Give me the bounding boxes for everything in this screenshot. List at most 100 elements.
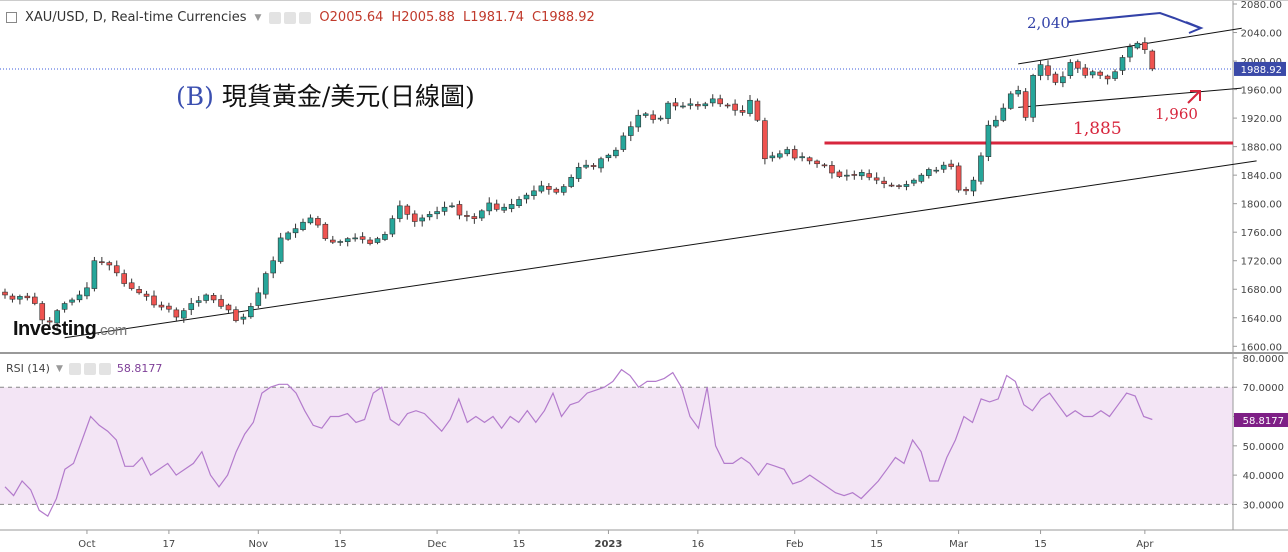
candle[interactable]	[650, 110, 656, 124]
candle[interactable]	[151, 290, 157, 308]
candle[interactable]	[136, 285, 142, 295]
candle[interactable]	[963, 186, 969, 195]
candle[interactable]	[955, 162, 962, 193]
candle[interactable]	[300, 218, 306, 232]
candle[interactable]	[1030, 73, 1036, 123]
candle[interactable]	[672, 97, 679, 111]
candles[interactable]	[2, 37, 1156, 329]
candle[interactable]	[531, 185, 537, 200]
candle[interactable]	[69, 297, 75, 306]
candle[interactable]	[590, 163, 597, 170]
candle[interactable]	[657, 115, 664, 122]
settings-icon[interactable]	[284, 11, 297, 24]
eye-icon[interactable]	[68, 362, 81, 375]
candle[interactable]	[769, 151, 776, 162]
candle[interactable]	[449, 202, 455, 209]
settings-icon[interactable]	[83, 362, 96, 375]
candle[interactable]	[91, 256, 98, 292]
candle[interactable]	[762, 117, 768, 165]
candle[interactable]	[858, 169, 865, 180]
candle[interactable]	[478, 209, 485, 222]
candle[interactable]	[605, 153, 612, 162]
candle[interactable]	[933, 166, 940, 174]
candle[interactable]	[1112, 69, 1118, 81]
candle[interactable]	[344, 237, 351, 247]
candle[interactable]	[799, 152, 805, 162]
candle[interactable]	[277, 232, 284, 264]
candle[interactable]	[17, 294, 23, 305]
candle[interactable]	[501, 203, 507, 214]
candle[interactable]	[1142, 37, 1148, 54]
candle[interactable]	[523, 192, 530, 204]
candle[interactable]	[888, 182, 895, 188]
candle[interactable]	[665, 101, 671, 124]
candle[interactable]	[903, 180, 910, 191]
candle[interactable]	[1127, 43, 1133, 63]
candle[interactable]	[24, 292, 31, 301]
candle[interactable]	[367, 237, 373, 246]
candle[interactable]	[814, 159, 820, 168]
candle[interactable]	[836, 169, 843, 179]
candle[interactable]	[1000, 103, 1007, 123]
candle[interactable]	[881, 176, 887, 189]
candle[interactable]	[315, 215, 321, 228]
candle[interactable]	[851, 170, 858, 180]
candle[interactable]	[1007, 91, 1014, 110]
candle[interactable]	[1060, 71, 1066, 88]
candle[interactable]	[121, 269, 127, 287]
channel-lower-line[interactable]	[1018, 87, 1242, 108]
close-icon[interactable]	[299, 11, 312, 24]
candle[interactable]	[784, 146, 791, 157]
candle[interactable]	[627, 121, 634, 142]
candle[interactable]	[382, 231, 388, 242]
collapse-square-icon[interactable]	[6, 12, 17, 23]
candle[interactable]	[54, 308, 60, 329]
candle[interactable]	[1045, 60, 1051, 81]
candle[interactable]	[225, 303, 232, 313]
candle[interactable]	[337, 239, 344, 246]
candle[interactable]	[739, 105, 746, 116]
candle[interactable]	[776, 150, 783, 160]
candle[interactable]	[493, 199, 500, 212]
candle[interactable]	[1089, 69, 1096, 79]
candle[interactable]	[39, 301, 46, 325]
candle[interactable]	[1015, 85, 1022, 97]
candle[interactable]	[948, 159, 954, 170]
candle[interactable]	[292, 223, 299, 238]
candle[interactable]	[419, 214, 426, 227]
candle[interactable]	[352, 233, 358, 242]
candle[interactable]	[1022, 88, 1029, 121]
candle[interactable]	[873, 172, 880, 185]
candle[interactable]	[918, 173, 925, 184]
candle[interactable]	[508, 198, 515, 213]
candle[interactable]	[1052, 71, 1059, 86]
candle[interactable]	[203, 293, 209, 304]
candle[interactable]	[329, 235, 336, 244]
rsi-line[interactable]	[4, 368, 1153, 517]
candle[interactable]	[374, 236, 381, 245]
candle[interactable]	[411, 210, 418, 227]
candle[interactable]	[218, 294, 224, 309]
candle[interactable]	[538, 180, 545, 194]
candle[interactable]	[270, 256, 277, 279]
candle[interactable]	[575, 162, 582, 182]
rsi-label[interactable]: RSI (14)	[6, 362, 50, 375]
candle[interactable]	[397, 200, 403, 223]
support-trendline[interactable]	[64, 160, 1257, 339]
candle[interactable]	[307, 214, 314, 225]
candle[interactable]	[516, 196, 522, 208]
candle[interactable]	[99, 256, 105, 266]
candle[interactable]	[695, 101, 701, 110]
candle[interactable]	[620, 132, 627, 152]
candle[interactable]	[598, 156, 604, 173]
candle[interactable]	[560, 184, 567, 196]
candle[interactable]	[31, 292, 38, 306]
candle[interactable]	[806, 156, 813, 165]
candle[interactable]	[255, 287, 262, 309]
candle[interactable]	[829, 161, 835, 179]
candle[interactable]	[583, 159, 589, 170]
candle[interactable]	[925, 167, 932, 179]
candle[interactable]	[1075, 59, 1081, 74]
candle[interactable]	[747, 95, 753, 117]
